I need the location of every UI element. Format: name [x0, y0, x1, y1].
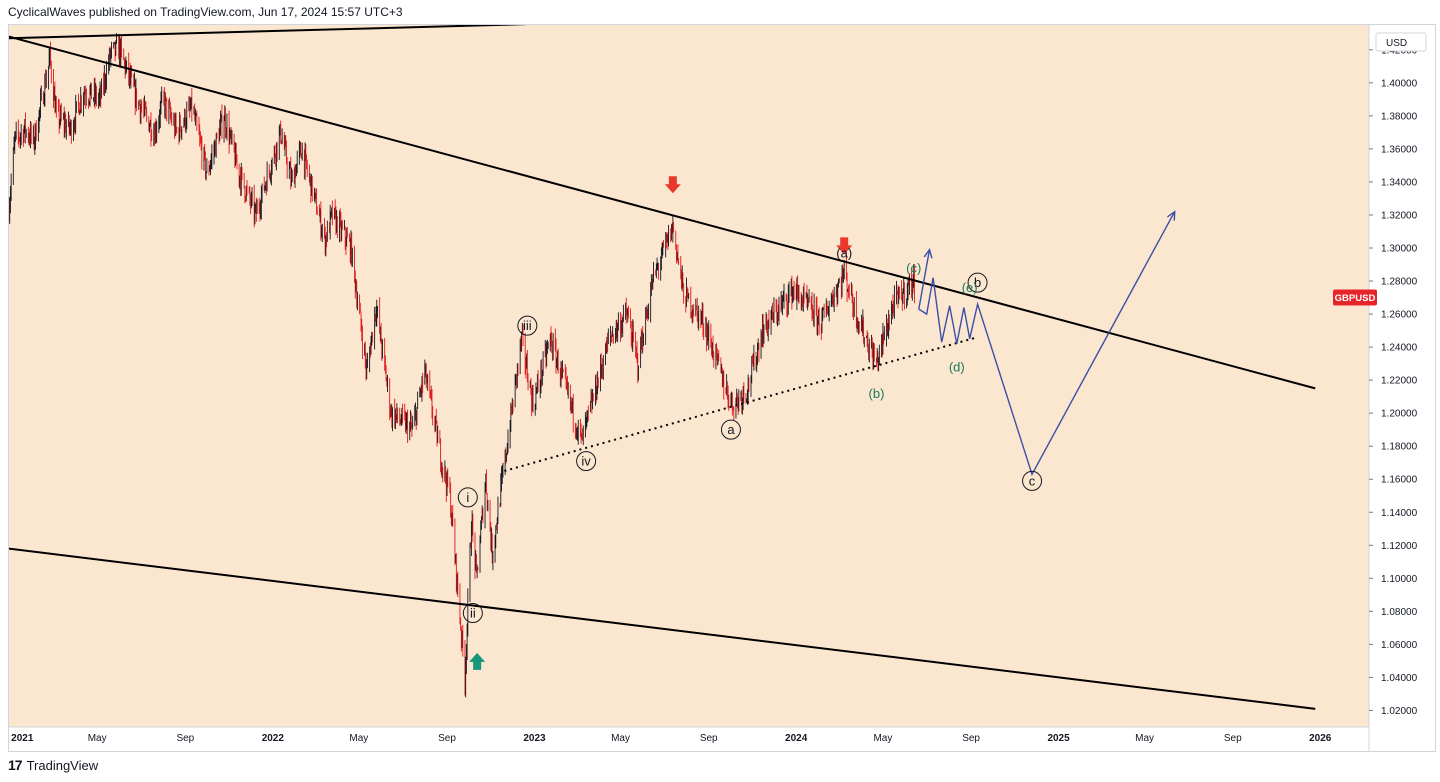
y-tick-label: 1.18000: [1381, 442, 1418, 453]
x-tick-label: 2023: [523, 733, 546, 744]
wave-label-circle: [457, 487, 478, 508]
wave-label-circle: [576, 451, 597, 472]
price-axis: [1369, 25, 1435, 751]
x-tick-label: Sep: [176, 733, 194, 744]
tradingview-brand: TradingView: [26, 757, 99, 773]
wave-label: (b): [869, 386, 885, 401]
arrow-down-icon: [836, 237, 853, 255]
plot-background: [9, 25, 1369, 727]
price-chart[interactable]: iiiiiiivacb(a)(c)(b)(d)(e)1.420001.40000…: [9, 25, 1435, 751]
wave-label: c: [1029, 473, 1036, 488]
y-tick-label: 1.26000: [1381, 310, 1418, 321]
x-tick-label: May: [611, 733, 630, 744]
currency-badge-box: [1375, 32, 1427, 52]
trendline-0: [9, 25, 526, 40]
wave-label-circle: [967, 272, 988, 293]
arrow-up-icon: [469, 652, 486, 670]
publisher-header: CyclicalWaves published on TradingView.c…: [8, 5, 403, 19]
wave-label-circle: [462, 603, 483, 624]
trendline-3: [504, 336, 978, 472]
y-tick-label: 1.38000: [1381, 111, 1418, 122]
wave-label: ii: [470, 606, 476, 621]
x-tick-label: 2022: [262, 733, 285, 744]
currency-badge: USD: [1375, 32, 1427, 52]
wave-label: (e): [962, 280, 978, 295]
y-tick-label: 1.36000: [1381, 144, 1418, 155]
y-tick-label: 1.32000: [1381, 210, 1418, 221]
projection-path-arrowhead: [1167, 210, 1176, 221]
projection-alt-path: [918, 249, 931, 310]
y-tick-label: 1.20000: [1381, 409, 1418, 420]
y-tick-label: 1.02000: [1381, 706, 1418, 717]
wave-label: iii: [523, 318, 532, 333]
y-tick-label: 1.24000: [1381, 343, 1418, 354]
x-tick-label: May: [88, 733, 107, 744]
x-tick-label: Sep: [1224, 733, 1242, 744]
time-axis: [9, 727, 1369, 751]
wave-label: a: [727, 422, 735, 437]
wave-label-circle: [720, 419, 741, 440]
projection-alt-path-arrowhead: [923, 248, 933, 259]
x-tick-label: 2026: [1309, 733, 1332, 744]
y-tick-label: 1.22000: [1381, 376, 1418, 387]
y-tick-label: 1.34000: [1381, 177, 1418, 188]
wave-label: i: [466, 490, 469, 505]
wave-label-circle: [1022, 470, 1043, 491]
y-tick-label: 1.28000: [1381, 277, 1418, 288]
symbol-badge: [1333, 289, 1377, 306]
x-tick-label: Sep: [700, 733, 718, 744]
symbol-label: GBPUSD: [1335, 293, 1376, 304]
currency-label: USD: [1386, 38, 1407, 49]
y-tick-label: 1.40000: [1381, 78, 1418, 89]
wave-label: iv: [581, 454, 591, 469]
y-tick-label: 1.14000: [1381, 508, 1418, 519]
x-tick-label: Sep: [438, 733, 456, 744]
x-tick-label: Sep: [962, 733, 980, 744]
wave-label: (d): [949, 359, 965, 374]
x-tick-label: 2024: [785, 733, 808, 744]
y-tick-label: 1.30000: [1381, 243, 1418, 254]
x-tick-label: May: [873, 733, 892, 744]
y-tick-label: 1.08000: [1381, 607, 1418, 618]
trendline-2: [9, 547, 1316, 710]
wave-label: b: [974, 275, 981, 290]
y-tick-label: 1.06000: [1381, 640, 1418, 651]
wave-label: (a): [836, 245, 852, 260]
x-tick-label: May: [1135, 733, 1154, 744]
wave-label-circle: [517, 315, 538, 336]
arrow-down-icon: [664, 176, 681, 194]
trendline-1: [9, 35, 1316, 390]
x-tick-label: 2025: [1047, 733, 1070, 744]
projection-path: [918, 211, 1176, 477]
chart-container[interactable]: iiiiiiivacb(a)(c)(b)(d)(e)1.420001.40000…: [8, 24, 1436, 752]
x-tick-label: 2021: [11, 733, 34, 744]
wave-label: (c): [906, 260, 921, 275]
y-tick-label: 1.04000: [1381, 673, 1418, 684]
x-tick-label: May: [349, 733, 368, 744]
tradingview-footer[interactable]: 17 TradingView: [8, 757, 98, 773]
y-tick-label: 1.16000: [1381, 475, 1418, 486]
y-tick-label: 1.10000: [1381, 574, 1418, 585]
y-tick-label: 1.12000: [1381, 541, 1418, 552]
tradingview-logo-icon: 17: [8, 757, 23, 773]
